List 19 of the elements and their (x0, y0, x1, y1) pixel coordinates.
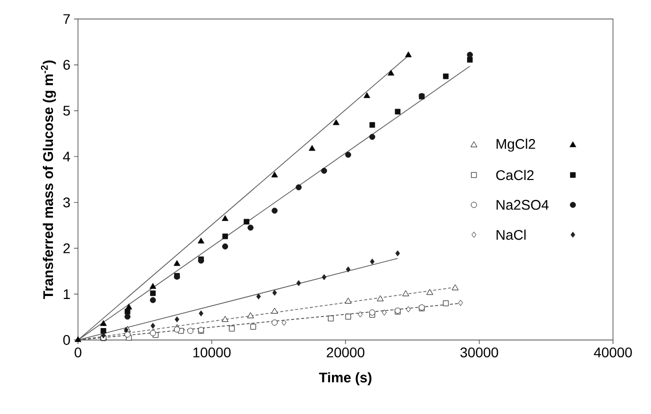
y-tick-label: 6 (63, 60, 70, 70)
legend-label: Na2SO4 (496, 200, 549, 210)
legend-label: CaCl2 (496, 170, 534, 180)
y-axis-title: Transferred mass of Glucose (g m$^{-2}$) (40, 60, 56, 300)
y-tick-label: 5 (63, 106, 70, 116)
x-tick-label: 0 (74, 347, 82, 358)
y-tick-label: 1 (64, 289, 70, 299)
legend-label: MgCl2 (496, 138, 536, 152)
y-tick-label: 7 (63, 14, 70, 24)
x-tick-label: 10000 (193, 347, 231, 358)
y-tick-label: 4 (63, 152, 70, 162)
x-tick-label: 30000 (460, 347, 498, 358)
legend-label: NaCl (496, 230, 526, 240)
x-tick-label: 20000 (326, 347, 364, 358)
x-axis-title: Time (s) (319, 372, 372, 386)
x-tick-label: 40000 (594, 347, 632, 358)
y-tick-label: 3 (63, 197, 70, 208)
y-tick-label: 0 (63, 335, 70, 345)
y-tick-label: 2 (63, 243, 70, 254)
